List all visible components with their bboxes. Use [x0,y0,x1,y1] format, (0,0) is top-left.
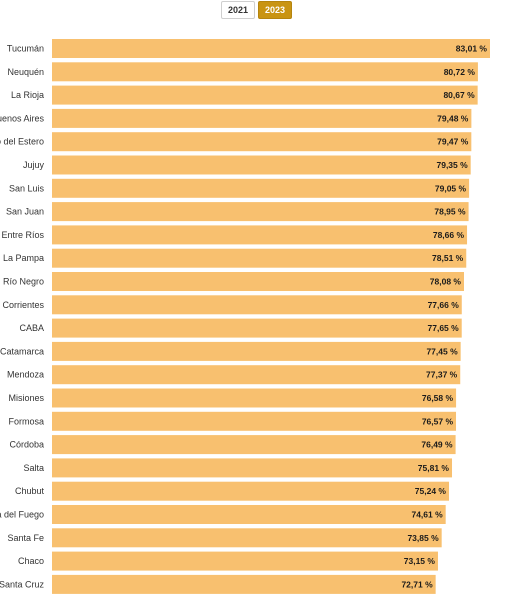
value-labels: 83,01 % 80,72 % 80,67 % 79,48 % 79,47 % 79,35… [401,44,487,590]
value-label: 74,61 % [411,510,443,520]
bar [52,62,478,82]
category-label: Santiago del Estero [0,137,44,147]
bars-group [52,39,490,594]
bar [52,202,469,222]
value-label: 77,66 % [428,300,460,310]
bar [52,318,462,338]
value-label: 75,24 % [415,486,447,496]
category-label: Entre Ríos [1,230,44,240]
category-label: Neuquén [7,67,44,77]
category-label: Formosa [8,416,44,426]
bar [52,39,490,58]
value-label: 75,81 % [418,463,450,473]
category-label: Chaco [18,556,44,566]
bar [52,481,450,501]
bar [52,108,472,128]
bar [52,178,470,198]
bar [52,248,467,268]
bar [52,341,461,361]
category-label: Mendoza [7,370,44,380]
value-label: 78,95 % [434,207,466,217]
category-label: Salta [23,463,44,473]
bar [52,411,457,431]
category-label: Chubut [15,486,45,496]
value-label: 77,45 % [426,346,458,356]
bar [52,155,471,175]
category-label: La Rioja [11,90,44,100]
year-toggle: 2021 2023 [221,1,293,19]
value-label: 79,05 % [435,183,467,193]
bar [52,505,446,524]
bar [52,365,461,385]
category-label: La Pampa [3,253,44,263]
category-label: Tierra del Fuego [0,510,44,520]
value-label: 78,51 % [432,253,464,263]
category-label: San Juan [6,207,44,217]
year-2021-button[interactable]: 2021 [221,1,256,19]
value-label: 76,58 % [422,393,454,403]
category-labels: Tucumán Neuquén La Rioja Buenos Aires Santia… [0,44,44,590]
category-label: Tucumán [7,44,44,54]
value-label: 80,67 % [443,90,475,100]
value-label: 77,65 % [428,323,460,333]
bar [52,295,462,315]
value-label: 79,35 % [436,160,468,170]
category-label: San Luis [9,183,45,193]
value-label: 73,85 % [407,533,439,543]
value-label: 78,66 % [433,230,465,240]
bar [52,435,456,455]
value-label: 76,49 % [421,440,453,450]
category-label: Río Negro [3,277,44,287]
bar [52,574,436,594]
bar [52,272,464,291]
category-label: CABA [19,323,44,333]
bar [52,85,478,105]
value-label: 79,47 % [437,137,469,147]
category-label: Catamarca [0,346,44,356]
value-label: 79,48 % [437,113,469,123]
category-label: Misiones [8,393,44,403]
category-label: Santa Fe [7,533,44,543]
value-label: 77,37 % [426,370,458,380]
value-label: 76,57 % [422,416,454,426]
category-label: Corrientes [2,300,44,310]
category-label: Buenos Aires [0,113,44,123]
value-label: 72,71 % [401,579,433,589]
bar [52,458,453,478]
value-label: 78,08 % [430,277,462,287]
bar [52,551,438,571]
year-2023-button[interactable]: 2023 [258,1,293,19]
bar [52,528,442,548]
value-label: 80,72 % [444,67,476,77]
bar [52,388,457,408]
value-label: 83,01 % [456,44,488,54]
value-label: 73,15 % [404,556,436,566]
bar [52,132,472,152]
bar [52,225,468,245]
category-label: Santa Cruz [0,579,44,589]
category-label: Córdoba [9,440,44,450]
category-label: Jujuy [23,160,45,170]
